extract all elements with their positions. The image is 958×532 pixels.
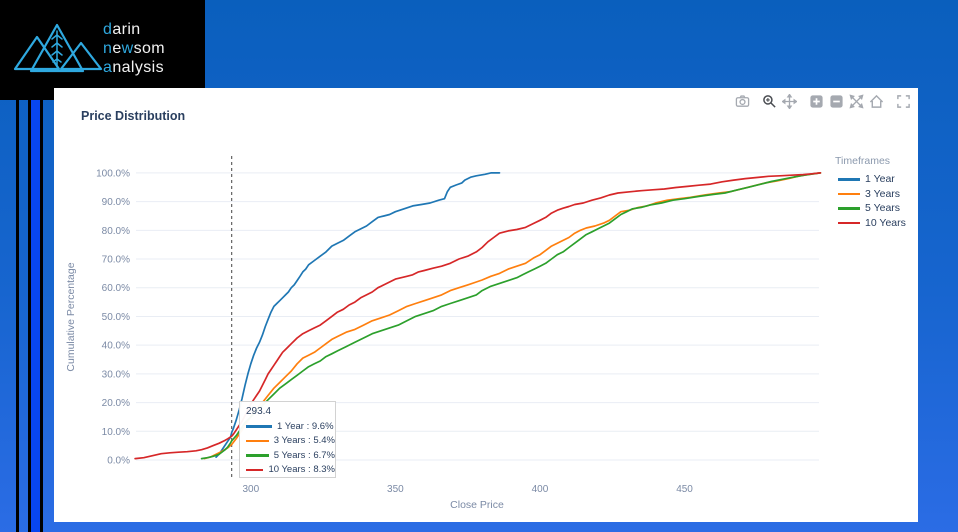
svg-text:60.0%: 60.0% — [102, 283, 130, 294]
series-line-swatch — [246, 468, 264, 471]
autoscale-icon[interactable] — [848, 93, 865, 110]
svg-text:400: 400 — [532, 484, 549, 495]
logo-background-patch — [0, 88, 54, 100]
legend-item-3-years[interactable]: 3 Years — [835, 187, 906, 202]
svg-text:100.0%: 100.0% — [96, 168, 130, 179]
svg-text:90.0%: 90.0% — [102, 197, 130, 208]
legend-title: Timeframes — [835, 155, 891, 167]
zoom-in-icon[interactable] — [808, 93, 825, 110]
tooltip-row: 5 Years : 6.7% — [246, 448, 335, 463]
decorative-stripe-line — [28, 100, 31, 532]
legend: Timeframes 1 Year 3 Years 5 Years 10 Yea… — [835, 155, 906, 230]
series-line-swatch — [838, 178, 860, 181]
x-axis-title: Close Price — [450, 499, 504, 511]
logo: darin newsom analysis — [0, 0, 205, 88]
logo-line-3: analysis — [103, 59, 165, 76]
logo-line-2: newsom — [103, 40, 166, 57]
series-line-swatch — [838, 192, 860, 195]
y-axis-title: Cumulative Percentage — [65, 262, 77, 372]
pan-icon[interactable] — [781, 93, 798, 110]
reset-axes-home-icon[interactable] — [868, 93, 885, 110]
series-line-swatch — [246, 454, 269, 457]
tooltip-x-value: 293.4 — [246, 406, 272, 417]
series-line-swatch — [246, 425, 272, 428]
svg-text:300: 300 — [242, 484, 259, 495]
svg-text:70.0%: 70.0% — [102, 255, 130, 266]
legend-item-10-years[interactable]: 10 Years — [835, 216, 906, 231]
series-line-swatch — [246, 439, 269, 442]
svg-text:50.0%: 50.0% — [102, 312, 130, 323]
svg-text:40.0%: 40.0% — [102, 341, 130, 352]
logo-wordmark: darin newsom analysis — [103, 20, 165, 77]
chart-card: Price Distribution — [54, 88, 918, 522]
chart-title: Price Distribution — [81, 109, 186, 123]
plotly-modebar — [734, 92, 912, 110]
svg-text:30.0%: 30.0% — [102, 369, 130, 380]
hover-tooltip: 293.4 1 Year : 9.6% 3 Years : 5.4% 5 Yea… — [239, 401, 336, 478]
svg-text:350: 350 — [387, 484, 404, 495]
series-line-swatch — [838, 221, 860, 224]
series-line-swatch — [838, 207, 860, 210]
mountains-wheat-icon — [13, 23, 103, 73]
svg-text:20.0%: 20.0% — [102, 398, 130, 409]
zoom-out-icon[interactable] — [828, 93, 845, 110]
tooltip-row: 10 Years : 8.3% — [246, 463, 335, 478]
decorative-stripe-band — [31, 100, 40, 532]
tooltip-row: 3 Years : 5.4% — [246, 434, 335, 449]
logo-line-1: darin — [103, 21, 141, 38]
zoom-icon[interactable] — [761, 93, 778, 110]
decorative-stripe-line — [16, 100, 19, 532]
svg-text:80.0%: 80.0% — [102, 226, 130, 237]
decorative-stripe-line — [40, 100, 43, 532]
fullscreen-icon[interactable] — [895, 93, 912, 110]
camera-icon[interactable] — [734, 93, 751, 110]
legend-item-5-years[interactable]: 5 Years — [835, 201, 906, 216]
legend-item-1-year[interactable]: 1 Year — [835, 172, 906, 187]
tooltip-row: 1 Year : 9.6% — [246, 419, 335, 434]
svg-text:10.0%: 10.0% — [102, 427, 130, 438]
plot-area[interactable]: 0.0% 10.0% 20.0% 30.0% 40.0% 50.0% 60.0% 70.0% 8… — [54, 88, 918, 522]
svg-text:450: 450 — [676, 484, 693, 495]
svg-text:0.0%: 0.0% — [107, 456, 130, 467]
